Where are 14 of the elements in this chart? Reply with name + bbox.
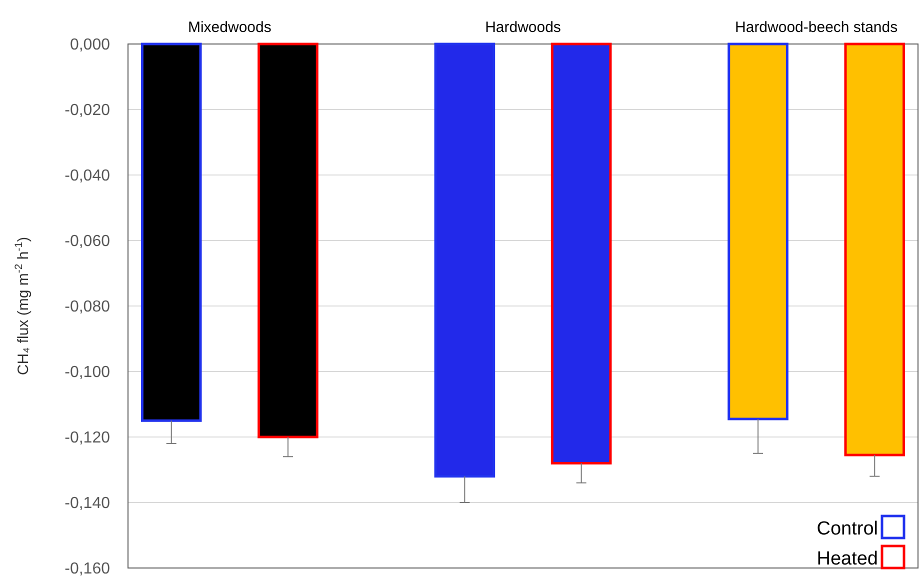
legend-label: Heated <box>816 548 878 570</box>
legend-label: Control <box>816 518 878 540</box>
y-tick-label: -0,160 <box>64 560 110 576</box>
y-tick-label: -0,020 <box>64 102 110 120</box>
y-tick-label: -0,120 <box>64 430 110 447</box>
x-tick-label: Mixedwoods <box>188 19 272 36</box>
y-tick-label: 0,000 <box>70 36 110 54</box>
y-tick-label: -0,060 <box>64 233 110 250</box>
y-tick-label: -0,080 <box>64 298 110 316</box>
y-tick-label: -0,040 <box>64 168 110 185</box>
y-tick-label: -0,100 <box>64 364 110 382</box>
x-tick-label: Hardwood-beech stands <box>735 19 898 36</box>
x-tick-label: Hardwoods <box>485 19 561 36</box>
y-tick-label: -0,140 <box>64 495 110 512</box>
